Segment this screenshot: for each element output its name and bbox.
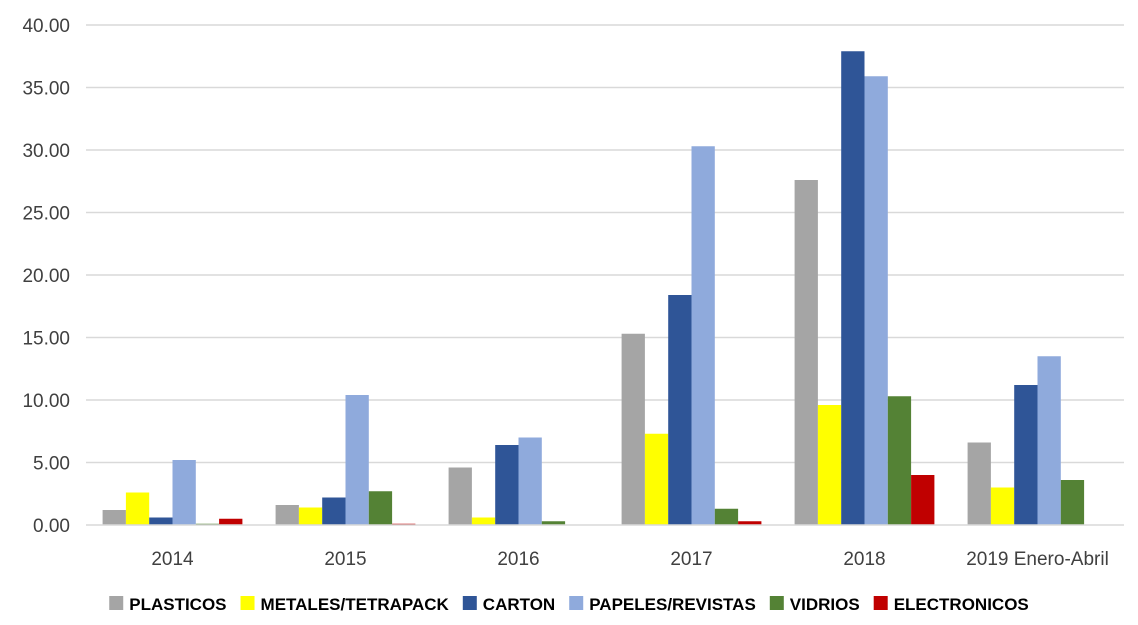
bar — [1037, 356, 1061, 525]
bar — [172, 460, 196, 525]
legend-swatch — [109, 596, 124, 610]
bar — [714, 508, 739, 525]
legend-label: PLASTICOS — [129, 595, 226, 614]
bar — [125, 492, 150, 525]
bar — [911, 475, 935, 525]
y-tick-label: 15.00 — [22, 329, 70, 350]
gridlines — [86, 24, 1124, 464]
bar — [887, 396, 912, 525]
bar — [967, 442, 991, 525]
y-tick-label: 25.00 — [22, 204, 70, 225]
bar — [518, 437, 542, 525]
bar — [841, 51, 865, 525]
bar — [345, 395, 369, 525]
legend-swatch — [569, 596, 584, 610]
bar — [794, 180, 818, 525]
bar — [495, 445, 519, 525]
bars — [102, 51, 1085, 525]
legend: PLASTICOS METALES/TETRAPACK CARTON PAPELES/… — [109, 595, 1029, 614]
legend-item: PLASTICOS — [109, 595, 227, 614]
legend-label: CARTON — [483, 595, 555, 614]
legend-label: ELECTRONICOS — [894, 595, 1029, 614]
x-axis: 2014 2015 2016 2017 2018 2019 Enero-Abril — [151, 549, 1108, 570]
bar — [102, 510, 126, 525]
bar — [990, 487, 1015, 525]
legend-item: METALES/TETRAPACK — [240, 595, 450, 614]
bar — [149, 517, 173, 525]
x-tick-label: 2014 — [151, 549, 194, 570]
bar — [668, 295, 692, 525]
legend-swatch — [873, 596, 888, 610]
bar — [298, 507, 323, 525]
bar — [368, 491, 393, 525]
bar — [448, 467, 472, 525]
x-tick-label: 2015 — [324, 549, 366, 570]
y-tick-label: 5.00 — [33, 454, 70, 475]
legend-label: PAPELES/REVISTAS — [589, 595, 756, 614]
bar — [691, 146, 715, 525]
legend-label: VIDRIOS — [790, 595, 860, 614]
x-tick-label: 2019 Enero-Abril — [966, 549, 1109, 570]
bar — [644, 433, 669, 525]
x-tick-label: 2017 — [670, 549, 712, 570]
y-tick-label: 35.00 — [22, 79, 70, 100]
y-tick-label: 40.00 — [22, 16, 70, 37]
bar — [219, 518, 243, 525]
legend-item: VIDRIOS — [769, 595, 860, 614]
x-tick-label: 2018 — [843, 549, 885, 570]
legend-swatch — [240, 596, 255, 610]
y-tick-label: 30.00 — [22, 141, 70, 162]
y-tick-label: 10.00 — [22, 391, 70, 412]
x-tick-label: 2016 — [497, 549, 539, 570]
y-tick-label: 0.00 — [33, 516, 70, 537]
bar — [738, 521, 762, 525]
y-tick-label: 20.00 — [22, 266, 70, 287]
legend-label: METALES/TETRAPACK — [261, 595, 450, 614]
bar — [817, 405, 842, 525]
legend-item: PAPELES/REVISTAS — [569, 595, 756, 614]
bar — [621, 333, 645, 525]
bar — [471, 517, 496, 525]
y-axis: 0.00 5.00 10.00 15.00 20.00 25.00 30.00 35.00 40… — [22, 16, 70, 537]
legend-item: ELECTRONICOS — [873, 595, 1029, 614]
bar — [1014, 385, 1038, 525]
bar — [864, 76, 888, 525]
legend-swatch — [769, 596, 784, 610]
bar — [541, 521, 566, 525]
legend-swatch — [462, 596, 477, 610]
bar — [322, 497, 346, 525]
legend-item: CARTON — [462, 595, 555, 614]
bar — [275, 505, 299, 525]
bar — [1060, 480, 1085, 525]
